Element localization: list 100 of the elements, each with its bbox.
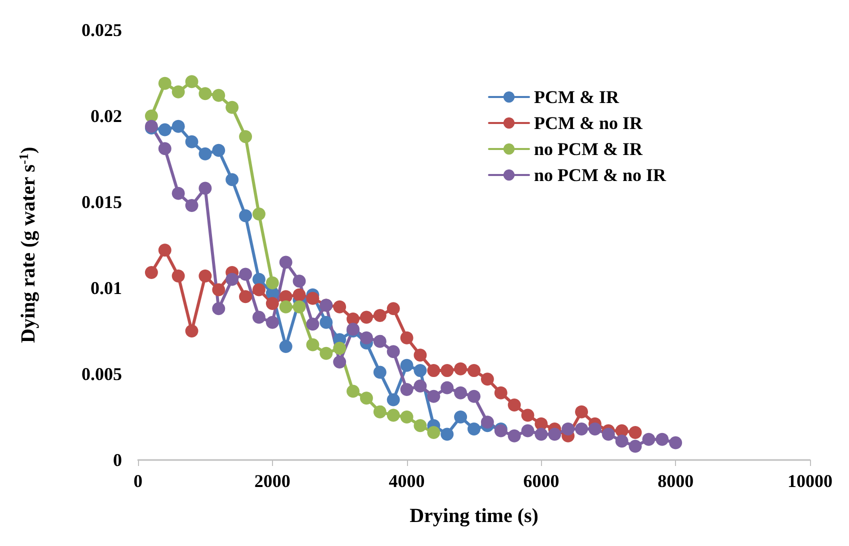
point (172, 85, 185, 98)
point (521, 424, 534, 438)
point (292, 300, 306, 314)
point (198, 87, 212, 100)
point (158, 244, 172, 257)
x-tick-label: 4000 (388, 471, 425, 491)
point (306, 292, 320, 305)
point (292, 288, 306, 302)
point (226, 272, 239, 286)
y-tick-label: 0.015 (82, 192, 122, 212)
legend-label: PCM & no IR (534, 113, 644, 133)
y-axis-title: Dying rate (g water s-1) (16, 146, 40, 343)
point (346, 384, 360, 398)
point (279, 256, 292, 269)
x-tick-label: 8000 (658, 471, 694, 491)
point (333, 300, 346, 314)
point (226, 100, 239, 114)
point (575, 422, 588, 436)
point (279, 340, 292, 353)
point (575, 405, 588, 418)
point (642, 432, 656, 446)
point (628, 440, 642, 453)
point (427, 364, 440, 378)
point (226, 173, 239, 186)
x-axis-title: Drying time (s) (410, 505, 538, 527)
point (360, 310, 373, 324)
point (602, 428, 615, 441)
point (185, 75, 198, 88)
point (468, 390, 480, 403)
y-tick-label: 0 (113, 450, 122, 470)
point (306, 318, 320, 331)
point (198, 269, 212, 282)
point (239, 209, 252, 222)
point (185, 324, 198, 338)
point (386, 393, 400, 406)
point (386, 302, 400, 316)
point (400, 382, 414, 396)
point (386, 408, 400, 422)
x-tick-label: 10000 (788, 471, 832, 491)
point (212, 283, 226, 296)
point (373, 366, 386, 379)
point (360, 392, 373, 405)
point (306, 338, 320, 352)
point (144, 266, 158, 280)
point (279, 300, 292, 314)
point (468, 364, 480, 378)
y-tick-label: 0.025 (82, 20, 122, 40)
point (198, 147, 212, 160)
legend-label: PCM & IR (534, 87, 620, 107)
legend-label: no PCM & IR (534, 139, 644, 159)
y-tick-label: 0.01 (90, 278, 122, 298)
point (427, 390, 440, 403)
point (158, 123, 172, 136)
point (494, 386, 508, 400)
point (508, 398, 521, 412)
point (454, 410, 468, 424)
point (454, 386, 468, 400)
point (440, 364, 454, 378)
point (562, 422, 575, 436)
point (172, 186, 185, 200)
point (198, 182, 212, 195)
point (158, 142, 172, 156)
y-tick-label: 0.005 (82, 364, 122, 384)
y-tick-label: 0.02 (90, 106, 122, 126)
point (468, 422, 480, 436)
point (266, 316, 279, 329)
point (292, 274, 306, 288)
point (373, 309, 386, 322)
point (400, 331, 414, 344)
point (480, 372, 494, 386)
point (239, 268, 252, 281)
x-tick-label: 6000 (523, 471, 560, 491)
point (427, 426, 440, 439)
point (239, 290, 252, 304)
point (534, 428, 548, 441)
point (266, 296, 279, 310)
point (400, 410, 414, 424)
point (440, 428, 454, 441)
point (320, 346, 333, 360)
point (414, 348, 427, 362)
point (172, 120, 185, 133)
point (454, 362, 468, 376)
point (252, 208, 266, 221)
point (360, 331, 373, 344)
point (440, 381, 454, 394)
point (172, 269, 185, 282)
point (414, 419, 427, 432)
point (320, 316, 333, 329)
point (212, 88, 226, 102)
point (628, 426, 642, 439)
x-tick-label: 2000 (254, 471, 290, 491)
point (239, 130, 252, 144)
point (669, 436, 682, 450)
point (414, 364, 427, 378)
point (615, 434, 628, 448)
point (386, 345, 400, 358)
point (185, 135, 198, 148)
point (656, 432, 669, 446)
point (508, 429, 521, 442)
point (333, 355, 346, 368)
